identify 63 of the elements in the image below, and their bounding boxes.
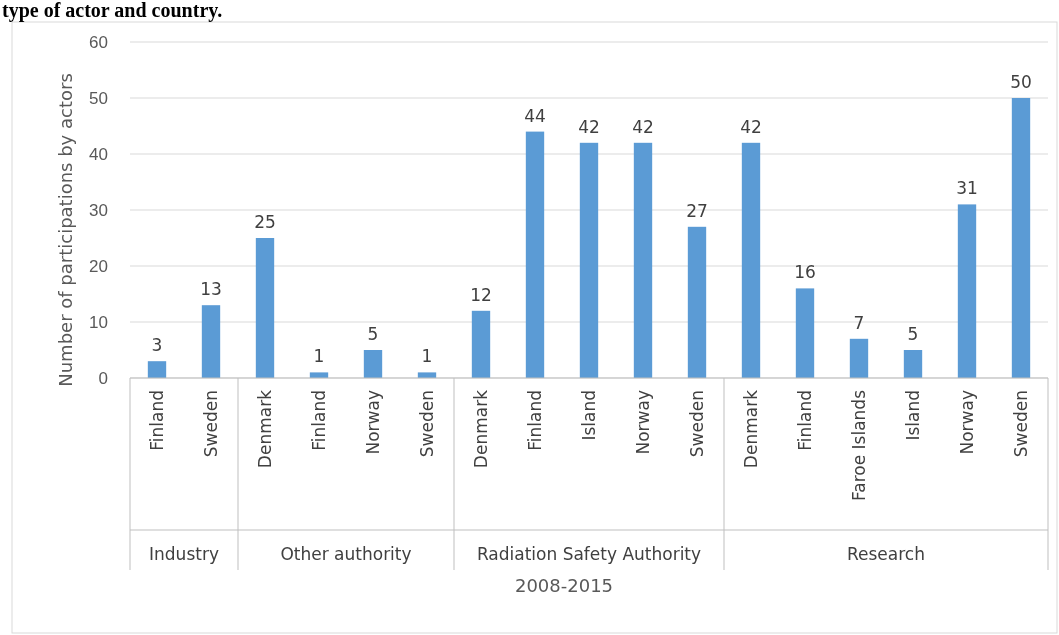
bar [525,131,545,378]
y-tick-label: 40 [89,144,108,164]
data-label: 16 [794,262,816,283]
y-tick-label: 20 [89,256,108,276]
x-tick-label: Finland [147,390,167,451]
x-tick-label: Finland [309,390,329,451]
bar [741,142,761,378]
x-tick-label: Sweden [201,390,221,458]
data-label: 42 [632,116,654,137]
x-axis-title: 2008-2015 [514,575,614,596]
x-tick-label: Faroe Islands [849,389,869,501]
bar [903,350,923,378]
data-label: 25 [254,212,276,232]
data-label: 42 [740,116,762,137]
y-tick-label: 50 [89,88,108,108]
bar [633,142,653,378]
chart-title: type of actor and country. [2,0,223,22]
x-tick-label: Norway [633,390,653,455]
bar [1011,98,1031,378]
bar [147,361,167,378]
y-tick-label: 10 [89,312,108,332]
data-label: 7 [853,312,865,333]
bar [795,288,815,378]
x-tick-label: Finland [525,390,545,451]
x-tick-label: Island [903,390,923,441]
data-label: 1 [313,346,325,367]
text: Other authority [280,544,412,564]
text: Industry [149,544,219,564]
data-label: 12 [470,284,492,305]
bar [849,338,869,378]
x-tick-label: Sweden [687,390,707,458]
x-tick-label: Island [579,390,599,441]
text: Radiation Safety Authority [476,544,702,564]
x-tick-label: Denmark [741,389,761,469]
bar [363,350,383,378]
data-label: 31 [956,178,978,199]
bar [255,238,275,378]
x-tick-label: Denmark [471,389,491,469]
bar [687,226,707,378]
x-tick-label: Denmark [255,389,275,469]
x-tick-label: Finland [795,390,815,451]
data-label: 13 [200,279,222,300]
x-tick-label: Sweden [417,390,437,458]
bar [201,305,221,378]
y-axis-title: Number of participations by actors [55,73,76,387]
data-label: 1 [421,346,433,367]
data-label: 42 [578,116,600,137]
bar [957,204,977,378]
text: Research [847,544,925,564]
y-tick-label: 30 [89,200,108,220]
data-label: 44 [524,105,546,126]
x-tick-label: Sweden [1011,390,1031,458]
bar [471,310,491,378]
y-tick-label: 60 [89,32,108,52]
x-tick-label: Norway [957,390,977,455]
data-label: 3 [151,335,163,356]
y-tick-label: 0 [98,368,108,388]
data-label: 5 [907,324,919,344]
x-tick-label: Norway [363,390,383,455]
data-label: 27 [686,200,708,221]
data-label: 50 [1010,72,1032,92]
data-label: 5 [367,324,379,344]
bar [579,142,599,378]
